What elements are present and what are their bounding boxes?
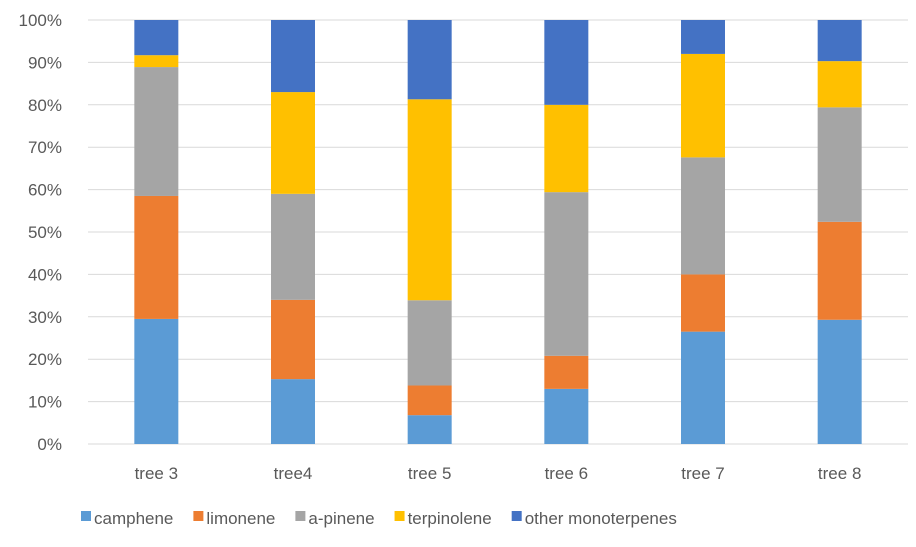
- bar-segment-other-monoterpenes-tree-7: [681, 20, 725, 54]
- legend-swatch: [81, 511, 91, 521]
- bar-segment-terpinolene-tree-6: [544, 104, 589, 193]
- x-tick-label: tree 6: [545, 464, 588, 483]
- y-axis-tick-labels: 0% 10% 20% 30% 40% 50% 60% 70% 80% 90% 100%: [19, 11, 62, 454]
- bar-segment-a-pinene-tree-8: [817, 107, 862, 222]
- bar-segment-limonene-tree-6: [544, 355, 589, 389]
- legend-swatch: [295, 511, 306, 521]
- y-tick-label: 90%: [28, 53, 62, 72]
- bar-segment-a-pinene-tree-3: [134, 67, 179, 196]
- bar-segment-camphene-tree-8: [817, 319, 862, 444]
- legend-swatch: [511, 511, 522, 521]
- bar-segment-other-monoterpenes-tree4: [271, 20, 315, 93]
- legend-label: a-pinene: [308, 509, 374, 528]
- bar-segment-limonene-tree-8: [817, 221, 862, 320]
- bar-segment-other-monoterpenes-tree-5: [407, 20, 452, 100]
- y-tick-label: 100%: [19, 11, 62, 30]
- legend-label: camphene: [94, 509, 173, 528]
- bar-segment-limonene-tree-5: [407, 385, 452, 416]
- x-tick-label: tree 3: [135, 464, 178, 483]
- legend-swatch: [193, 511, 204, 521]
- bar-segment-other-monoterpenes-tree-6: [544, 20, 589, 105]
- bar-segment-terpinolene-tree-8: [817, 61, 862, 108]
- bar-segment-limonene-tree-7: [681, 274, 725, 332]
- x-axis-tick-labels: tree 3 tree4 tree 5 tree 6 tree 7 tree 8: [135, 464, 862, 483]
- bar-segment-camphene-tree4: [271, 379, 315, 444]
- x-tick-label: tree4: [274, 464, 313, 483]
- bar-segment-limonene-tree-3: [134, 195, 179, 319]
- bar-segment-terpinolene-tree-3: [134, 55, 179, 68]
- legend-swatch: [394, 511, 405, 521]
- bar-segment-camphene-tree-7: [681, 331, 725, 444]
- y-tick-label: 80%: [28, 96, 62, 115]
- bar-segment-a-pinene-tree4: [271, 193, 315, 300]
- bar-segment-a-pinene-tree-7: [681, 157, 725, 275]
- y-tick-label: 50%: [28, 223, 62, 242]
- bar-segment-camphene-tree-5: [407, 415, 452, 444]
- bars: [134, 20, 862, 444]
- bar-segment-camphene-tree-3: [134, 318, 179, 444]
- y-tick-label: 0%: [37, 435, 62, 454]
- legend-label: other monoterpenes: [525, 509, 677, 528]
- y-tick-label: 60%: [28, 181, 62, 200]
- bar-segment-limonene-tree4: [271, 299, 315, 380]
- gridlines: [88, 19, 908, 445]
- x-tick-label: tree 7: [681, 464, 724, 483]
- legend-label: terpinolene: [408, 509, 492, 528]
- y-tick-label: 10%: [28, 393, 62, 412]
- x-tick-label: tree 8: [818, 464, 861, 483]
- bar-segment-a-pinene-tree-5: [407, 300, 452, 386]
- y-tick-label: 30%: [28, 308, 62, 327]
- y-tick-label: 40%: [28, 265, 62, 284]
- bar-segment-other-monoterpenes-tree-8: [817, 20, 862, 62]
- legend: camphene limonene a-pinene terpinolene other…: [81, 509, 677, 528]
- bar-segment-terpinolene-tree4: [271, 92, 315, 194]
- bar-segment-terpinolene-tree-5: [407, 99, 452, 301]
- y-tick-label: 20%: [28, 350, 62, 369]
- bar-segment-terpinolene-tree-7: [681, 53, 725, 158]
- x-tick-label: tree 5: [408, 464, 451, 483]
- legend-label: limonene: [206, 509, 275, 528]
- y-tick-label: 70%: [28, 138, 62, 157]
- bar-segment-camphene-tree-6: [544, 388, 589, 444]
- bar-segment-a-pinene-tree-6: [544, 192, 589, 356]
- bar-segment-other-monoterpenes-tree-3: [134, 20, 179, 56]
